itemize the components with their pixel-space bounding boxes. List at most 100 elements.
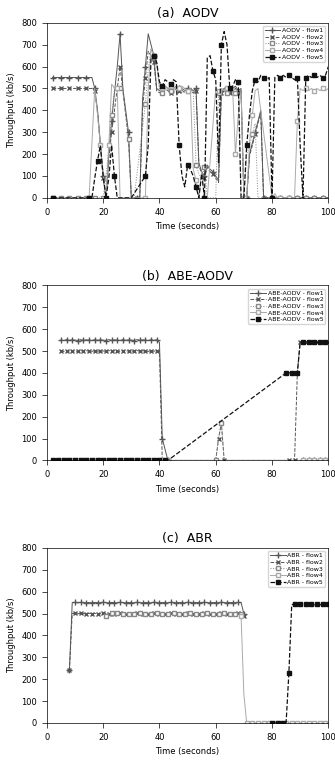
ABR - flow3: [152, 610, 156, 619]
ABE-AODV - flow4: [90, 456, 94, 465]
ABR - flow3: [129, 609, 133, 618]
ABE-AODV - flow1: [304, 456, 308, 465]
ABR - flow5: [326, 599, 330, 608]
AODV - flow1: [326, 193, 330, 202]
ABE-AODV - flow1: [121, 335, 125, 344]
ABR - flow5: [298, 599, 302, 608]
ABR - flow5: [281, 718, 285, 728]
ABE-AODV - flow5: [304, 338, 308, 347]
ABE-AODV - flow4: [141, 456, 145, 465]
Line: ABR - flow2: ABR - flow2: [67, 611, 246, 673]
ABR - flow4: [307, 718, 311, 728]
ABE-AODV - flow4: [113, 456, 117, 465]
ABE-AODV - flow1: [163, 445, 167, 454]
ABR - flow3: [118, 609, 122, 618]
ABR - flow2: [118, 609, 122, 618]
ABR - flow4: [250, 718, 254, 728]
Title: (c)  ABR: (c) ABR: [162, 533, 213, 546]
ABR - flow4: [324, 718, 328, 728]
ABE-AODV - flow4: [67, 456, 71, 465]
ABR - flow5: [276, 718, 280, 728]
ABE-AODV - flow4: [163, 456, 167, 465]
Line: ABE-AODV - flow4: ABE-AODV - flow4: [59, 459, 330, 462]
ABR - flow5: [290, 600, 294, 610]
ABE-AODV - flow1: [152, 336, 156, 345]
AODV - flow5: [228, 84, 232, 93]
ABE-AODV - flow1: [95, 336, 99, 345]
AODV - flow3: [287, 193, 291, 202]
ABE-AODV - flow3: [216, 434, 220, 443]
ABR - flow3: [216, 609, 220, 618]
ABE-AODV - flow4: [301, 456, 305, 465]
ABE-AODV - flow1: [110, 336, 114, 345]
ABR - flow3: [163, 609, 167, 618]
ABE-AODV - flow4: [121, 456, 125, 465]
ABR - flow3: [104, 611, 108, 620]
ABE-AODV - flow1: [157, 338, 161, 347]
ABR - flow3: [188, 609, 192, 618]
ABE-AODV - flow1: [149, 335, 153, 344]
ABR - flow3: [143, 610, 147, 619]
ABR - flow2: [157, 610, 161, 619]
AODV - flow4: [149, 44, 153, 53]
ABR - flow1: [239, 598, 243, 607]
AODV - flow3: [292, 193, 296, 202]
ABE-AODV - flow1: [315, 456, 319, 465]
ABR - flow5: [270, 718, 274, 728]
ABR - flow5: [307, 600, 311, 610]
ABE-AODV - flow4: [62, 456, 66, 465]
ABE-AODV - flow1: [146, 336, 150, 345]
AODV - flow2: [138, 193, 142, 202]
ABE-AODV - flow5: [51, 456, 55, 465]
AODV - flow3: [326, 193, 330, 202]
ABR - flow4: [318, 718, 322, 728]
ABE-AODV - flow1: [310, 456, 314, 465]
ABE-AODV - flow4: [101, 456, 105, 465]
ABR - flow3: [200, 609, 204, 618]
ABE-AODV - flow5: [298, 338, 302, 347]
ABE-AODV - flow1: [124, 336, 128, 345]
ABR - flow3: [211, 610, 215, 619]
Line: AODV - flow1: AODV - flow1: [50, 31, 331, 201]
Line: ABR - flow1: ABR - flow1: [67, 600, 247, 673]
ABE-AODV - flow4: [79, 456, 83, 465]
AODV - flow5: [287, 71, 291, 80]
ABE-AODV - flow4: [307, 456, 311, 465]
AODV - flow2: [146, 46, 150, 56]
ABR - flow3: [191, 609, 195, 618]
ABR - flow3: [132, 609, 136, 618]
ABR - flow4: [262, 718, 266, 728]
AODV - flow2: [202, 174, 206, 183]
ABR - flow5: [324, 600, 328, 610]
ABR - flow3: [155, 609, 159, 618]
ABE-AODV - flow2: [101, 346, 105, 355]
ABE-AODV - flow1: [104, 336, 108, 345]
ABE-AODV - flow1: [98, 336, 103, 345]
ABR - flow4: [312, 718, 316, 728]
ABR - flow2: [191, 610, 195, 619]
AODV - flow3: [318, 193, 322, 202]
AODV - flow5: [51, 193, 55, 202]
ABE-AODV - flow1: [166, 456, 170, 465]
ABR - flow5: [301, 600, 305, 610]
ABR - flow4: [290, 718, 294, 728]
X-axis label: Time (seconds): Time (seconds): [155, 222, 220, 231]
ABE-AODV - flow4: [149, 456, 153, 465]
AODV - flow4: [98, 141, 103, 150]
ABE-AODV - flow1: [73, 336, 77, 345]
ABR - flow4: [276, 718, 280, 728]
ABR - flow3: [242, 611, 246, 620]
ABE-AODV - flow1: [87, 336, 91, 345]
ABE-AODV - flow1: [141, 336, 145, 345]
ABE-AODV - flow4: [107, 456, 111, 465]
ABR - flow1: [118, 598, 122, 607]
ABR - flow3: [138, 609, 142, 618]
ABR - flow3: [107, 609, 111, 618]
AODV - flow2: [127, 134, 131, 143]
AODV - flow1: [121, 84, 125, 93]
ABE-AODV - flow4: [152, 456, 156, 465]
ABE-AODV - flow1: [107, 335, 111, 344]
ABE-AODV - flow1: [93, 335, 97, 344]
Y-axis label: Throughput (kb/s): Throughput (kb/s): [7, 597, 16, 673]
AODV - flow3: [149, 44, 153, 53]
